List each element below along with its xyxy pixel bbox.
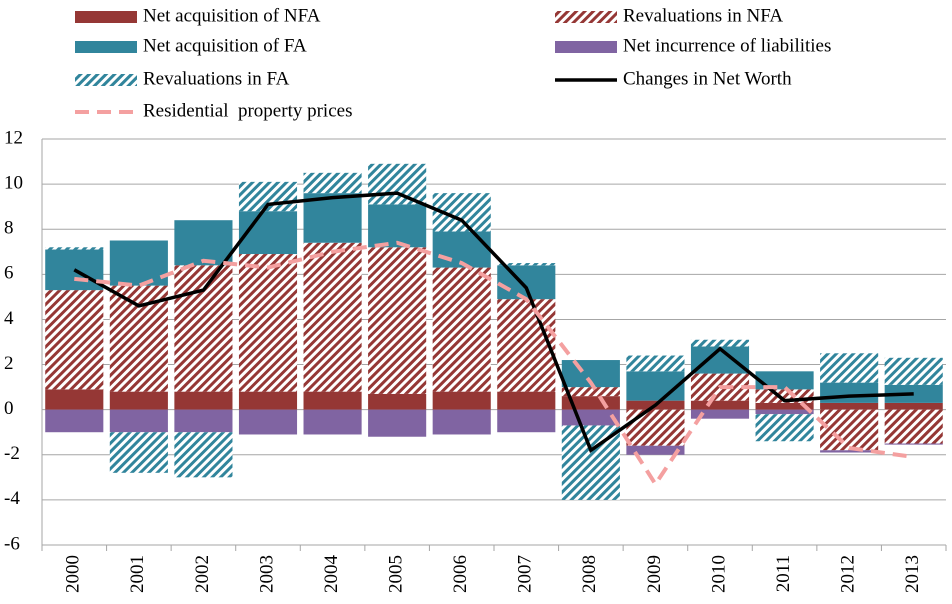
x-tick-label: 2003 xyxy=(256,555,277,593)
x-tick-label: 2012 xyxy=(838,555,859,593)
y-tick-label: 8 xyxy=(4,218,14,239)
bar-segment xyxy=(109,391,168,410)
legend-label: Net incurrence of liabilities xyxy=(623,35,831,56)
bar-segment xyxy=(45,290,104,390)
x-tick-label: 2006 xyxy=(450,555,471,593)
legend-label: Revaluations in FA xyxy=(143,68,290,89)
bar-segment xyxy=(238,254,298,392)
bar-segment xyxy=(755,409,814,415)
bar-segment xyxy=(884,443,943,445)
y-tick-label: 12 xyxy=(4,127,23,148)
bar-segment xyxy=(109,240,168,286)
bar-segment xyxy=(497,391,556,410)
x-tick-label: 2002 xyxy=(192,555,213,593)
bar-segment xyxy=(432,267,491,392)
legend-swatch xyxy=(75,74,137,86)
bar-segment xyxy=(174,432,233,478)
x-tick-label: 2007 xyxy=(515,555,536,593)
x-tick-label: 2008 xyxy=(579,555,600,593)
bar-segment xyxy=(755,402,814,410)
bar-segment xyxy=(626,409,685,446)
bar-segment xyxy=(561,387,620,397)
bar-segment xyxy=(109,409,168,433)
bar-segment xyxy=(368,409,427,437)
bar-segment xyxy=(109,285,168,392)
bar-segment xyxy=(755,414,814,442)
bar-segment xyxy=(45,409,104,433)
legend-label: Net acquisition of FA xyxy=(143,35,307,56)
bar-segment xyxy=(755,371,814,390)
y-tick-label: 4 xyxy=(4,308,14,329)
bar-segment xyxy=(626,355,685,372)
bar-segment xyxy=(368,204,427,248)
legend-swatch xyxy=(75,41,137,53)
bar-segment xyxy=(368,393,427,410)
legend-swatch xyxy=(75,11,137,23)
bar-segment xyxy=(884,402,943,410)
bar-segment xyxy=(174,220,233,266)
bar-segment xyxy=(690,339,750,347)
y-tick-label: -4 xyxy=(4,488,20,509)
legend-label: Changes in Net Worth xyxy=(623,68,792,89)
bar-segment xyxy=(368,247,427,394)
x-tick-label: 2009 xyxy=(644,555,665,593)
bar-segment xyxy=(174,265,233,392)
legend-label: Net acquisition of NFA xyxy=(143,5,321,26)
legend-label: Revaluations in NFA xyxy=(623,5,783,26)
bar-segment xyxy=(174,391,233,410)
y-tick-label: 0 xyxy=(4,398,14,419)
bar-segment xyxy=(303,172,362,194)
line xyxy=(73,191,914,453)
y-tick-label: 6 xyxy=(4,263,14,284)
x-tick-label: 2001 xyxy=(127,555,148,593)
bar-segment xyxy=(432,409,491,435)
bar-segment xyxy=(303,409,362,435)
bar-segment xyxy=(820,353,879,383)
bar-segment xyxy=(238,409,298,435)
y-tick-label: 2 xyxy=(4,353,14,374)
bar-segment xyxy=(626,445,685,455)
bar-segment xyxy=(109,432,168,473)
x-tick-label: 2000 xyxy=(63,555,84,593)
y-tick-label: -2 xyxy=(4,443,20,464)
bar-segment xyxy=(820,450,879,453)
x-tick-label: 2011 xyxy=(773,555,794,592)
bar-segment xyxy=(368,163,427,205)
x-tick-label: 2010 xyxy=(708,555,729,593)
dashed-line xyxy=(74,240,914,488)
bar-segment xyxy=(820,409,879,451)
bar-segment xyxy=(690,409,750,419)
bar-segment xyxy=(497,409,556,433)
bar-segment xyxy=(497,263,556,266)
bar-segment xyxy=(432,391,491,410)
x-tick-label: 2005 xyxy=(386,555,407,593)
y-tick-label: -6 xyxy=(4,533,20,554)
bar-segment xyxy=(174,409,233,433)
bar-segment xyxy=(238,391,298,410)
bar-segment xyxy=(884,409,943,444)
legend-swatch xyxy=(555,41,617,53)
bar-segment xyxy=(690,400,750,410)
bar-segment xyxy=(303,391,362,410)
legend-swatch xyxy=(555,11,617,23)
x-tick-label: 2004 xyxy=(321,555,342,594)
bar-segment xyxy=(45,247,104,250)
bar-segment xyxy=(820,402,879,410)
bar-segment xyxy=(820,382,879,403)
bar-segment xyxy=(497,299,556,392)
bar-segment xyxy=(45,249,104,291)
bar-segment xyxy=(303,242,362,392)
legend-label: Residential property prices xyxy=(143,100,352,121)
bar-segment xyxy=(497,265,556,300)
x-tick-label: 2013 xyxy=(902,555,923,593)
y-tick-label: 10 xyxy=(4,172,23,193)
bar-segment xyxy=(884,357,943,385)
bar-segment xyxy=(45,389,104,410)
